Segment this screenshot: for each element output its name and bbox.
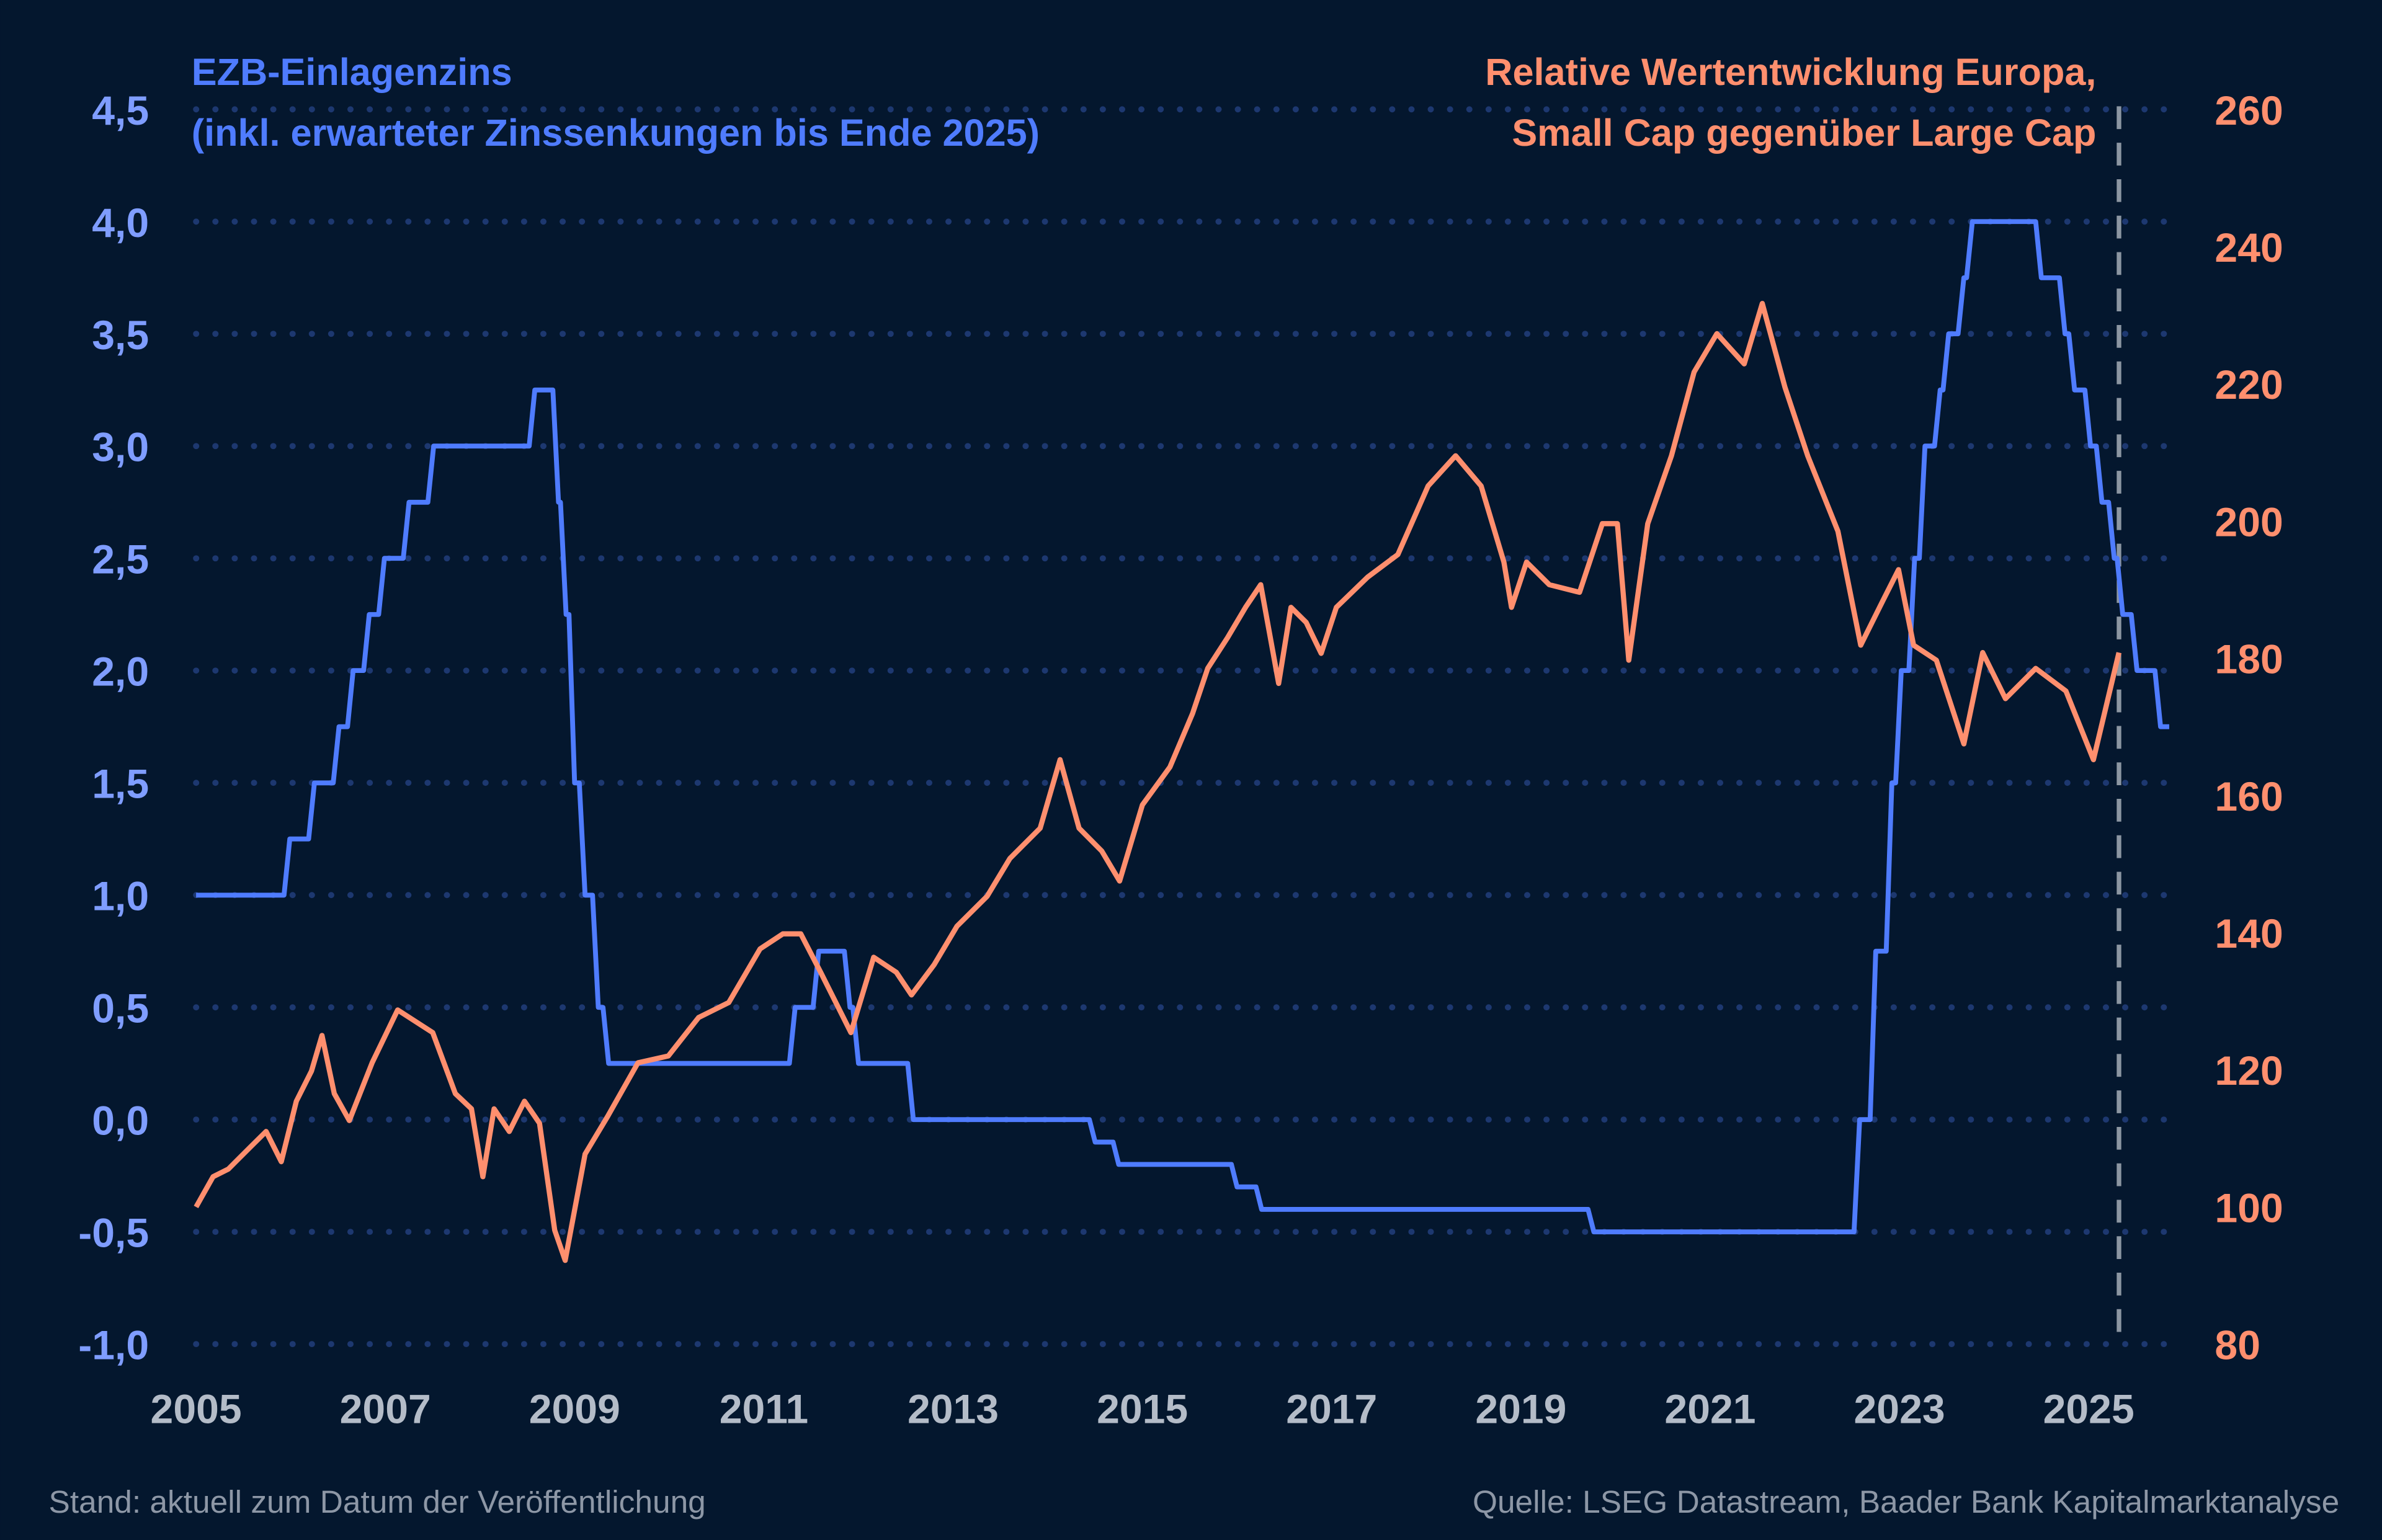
right-tick-label: 80 xyxy=(2215,1323,2260,1369)
right-title-line-2: Small Cap gegenüber Large Cap xyxy=(1512,112,2096,154)
left-axis-ticks: 4,5 4,0 3,5 3,0 2,5 2,0 1,5 1,0 0,5 0,0 -0,5 -1,0 xyxy=(78,88,149,1369)
right-axis-ticks: 260 240 220 200 180 160 140 120 100 80 xyxy=(2215,88,2283,1369)
right-tick-label: 220 xyxy=(2215,362,2283,408)
left-tick-label: 4,0 xyxy=(92,200,149,246)
x-tick-label: 2021 xyxy=(1664,1386,1755,1432)
x-tick-label: 2015 xyxy=(1097,1386,1188,1432)
right-tick-label: 160 xyxy=(2215,774,2283,820)
x-tick-label: 2019 xyxy=(1475,1386,1566,1432)
left-tick-label: 2,0 xyxy=(92,649,149,695)
right-tick-label: 120 xyxy=(2215,1048,2283,1094)
left-tick-label: 0,0 xyxy=(92,1098,149,1144)
x-tick-label: 2017 xyxy=(1286,1386,1377,1432)
x-tick-label: 2009 xyxy=(529,1386,620,1432)
left-tick-label: 4,5 xyxy=(92,88,149,134)
left-tick-label: 3,5 xyxy=(92,313,149,358)
right-tick-label: 260 xyxy=(2215,88,2283,134)
left-tick-label: -0,5 xyxy=(78,1211,149,1257)
x-tick-label: 2013 xyxy=(908,1386,999,1432)
series-line-relative-wertentwicklung xyxy=(194,301,2121,1263)
footer-right: Quelle: LSEG Datastream, Baader Bank Kap… xyxy=(1473,1484,2339,1520)
right-tick-label: 140 xyxy=(2215,911,2283,957)
left-title-line-2: (inkl. erwarteter Zinssenkungen bis Ende… xyxy=(192,112,1040,154)
right-tick-label: 180 xyxy=(2215,637,2283,683)
series-points xyxy=(195,221,2161,1261)
right-title-line-1: Relative Wertentwicklung Europa, xyxy=(1485,51,2096,93)
right-tick-label: 240 xyxy=(2215,225,2283,271)
x-axis-ticks: 2005 2007 2009 2011 2013 2015 2017 2019 2021 2023… xyxy=(151,1386,2134,1432)
left-tick-label: 1,5 xyxy=(92,762,149,808)
left-tick-label: 1,0 xyxy=(92,874,149,920)
right-tick-label: 200 xyxy=(2215,499,2283,545)
x-tick-label: 2007 xyxy=(340,1386,431,1432)
left-tick-label: -1,0 xyxy=(78,1323,149,1369)
x-tick-label: 2023 xyxy=(1854,1386,1945,1432)
series-line-ezb-einlagenzins xyxy=(196,219,2169,1235)
x-tick-label: 2011 xyxy=(720,1386,808,1432)
left-tick-label: 3,0 xyxy=(92,425,149,471)
footer-left: Stand: aktuell zum Datum der Veröffentli… xyxy=(49,1484,706,1520)
x-tick-label: 2005 xyxy=(151,1386,242,1432)
left-title-line-1: EZB-Einlagenzins xyxy=(192,51,512,93)
right-tick-label: 100 xyxy=(2215,1185,2283,1231)
left-tick-label: 0,5 xyxy=(92,986,149,1032)
x-tick-label: 2025 xyxy=(2043,1386,2134,1432)
left-tick-label: 2,5 xyxy=(92,537,149,583)
